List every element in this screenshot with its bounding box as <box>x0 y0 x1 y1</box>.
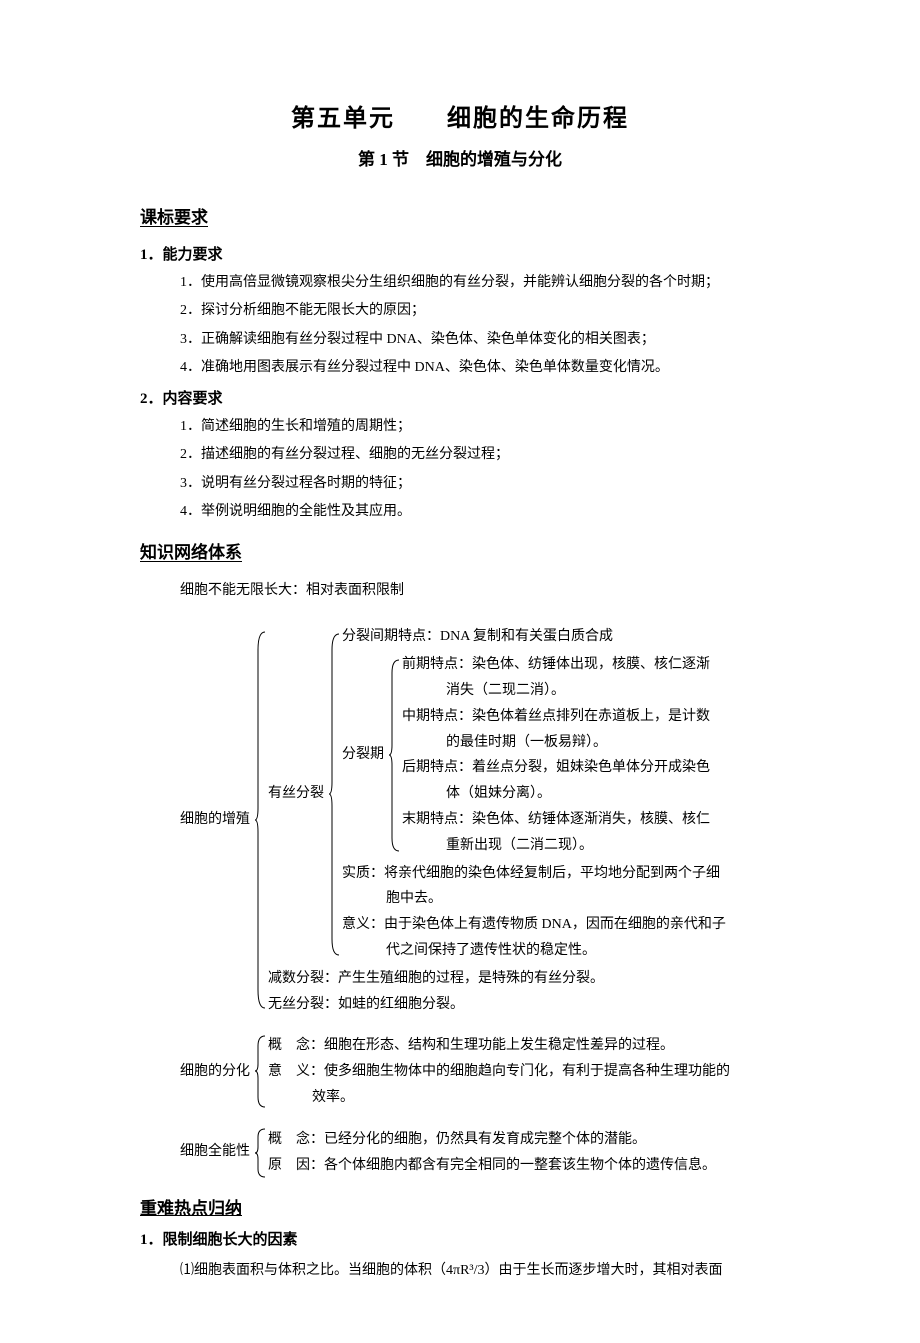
subheading-content: 2．内容要求 <box>140 387 780 411</box>
leaf-toti-concept: 概 念：已经分化的细胞，仍然具有发育成完整个体的潜能。 <box>268 1127 780 1153</box>
leaf-anaphase-cont: 体（姐妹分离）。 <box>402 781 780 807</box>
leaf-essence-cont: 胞中去。 <box>342 886 780 912</box>
leaf-diff-sig: 意 义：使多细胞生物体中的细胞趋向专门化，有利于提高各种生理功能的 <box>268 1059 780 1085</box>
content-item: 4．举例说明细胞的全能性及其应用。 <box>180 500 780 525</box>
intro-line: 细胞不能无限长大：相对表面积限制 <box>180 580 780 602</box>
heading-kebiao: 课标要求 <box>140 204 208 231</box>
ability-item: 4．准确地用图表展示有丝分裂过程中 DNA、染色体、染色单体数量变化情况。 <box>180 356 780 381</box>
leaf-prophase: 前期特点：染色体、纺锤体出现，核膜、核仁逐渐 <box>402 652 780 678</box>
leaf-telophase: 末期特点：染色体、纺锤体逐渐消失，核膜、核仁 <box>402 807 780 833</box>
content-item: 3．说明有丝分裂过程各时期的特征； <box>180 472 780 497</box>
leaf-diff-concept: 概 念：细胞在形态、结构和生理功能上发生稳定性差异的过程。 <box>268 1033 780 1059</box>
content-item: 1．简述细胞的生长和增殖的周期性； <box>180 415 780 440</box>
leaf-diff-sig-cont: 效率。 <box>268 1085 780 1111</box>
leaf-significance-cont: 代之间保持了遗传性状的稳定性。 <box>342 938 780 964</box>
leaf-amitosis: 无丝分裂：如蛙的红细胞分裂。 <box>268 992 780 1018</box>
leaf-prophase-cont: 消失（二现二消）。 <box>402 678 780 704</box>
tree-proliferation: 细胞的增殖 有丝分裂 分裂间期特点：DNA 复制和有关蛋白质合成 分裂期 <box>180 622 780 1017</box>
label-mitosis: 有丝分裂 <box>268 624 326 963</box>
label-proliferation: 细胞的增殖 <box>180 622 252 1017</box>
label-phase: 分裂期 <box>342 652 386 858</box>
leaf-essence: 实质：将亲代细胞的染色体经复制后，平均地分配到两个子细 <box>342 861 780 887</box>
label-totipotency: 细胞全能性 <box>180 1127 252 1179</box>
leaf-interphase: 分裂间期特点：DNA 复制和有关蛋白质合成 <box>342 624 780 650</box>
leaf-metaphase: 中期特点：染色体着丝点排列在赤道板上，是计数 <box>402 704 780 730</box>
brace-icon <box>326 624 342 963</box>
unit-title: 第五单元 细胞的生命历程 <box>140 100 780 138</box>
brace-icon <box>252 1127 268 1179</box>
heading-difficult: 重难热点归纳 <box>140 1195 780 1222</box>
brace-icon <box>386 652 402 858</box>
subheading-ability: 1．能力要求 <box>140 243 780 267</box>
ability-item: 2．探讨分析细胞不能无限长大的原因； <box>180 299 780 324</box>
tree-totipotency: 细胞全能性 概 念：已经分化的细胞，仍然具有发育成完整个体的潜能。 原 因：各个… <box>180 1127 780 1179</box>
final-paragraph: ⑴细胞表面积与体积之比。当细胞的体积（4πR³/3）由于生长而逐步增大时，其相对… <box>180 1258 780 1283</box>
content-item: 2．描述细胞的有丝分裂过程、细胞的无丝分裂过程； <box>180 443 780 468</box>
subheading-factor: 1．限制细胞长大的因素 <box>140 1228 780 1252</box>
ability-item: 3．正确解读细胞有丝分裂过程中 DNA、染色体、染色单体变化的相关图表； <box>180 328 780 353</box>
heading-network: 知识网络体系 <box>140 539 242 566</box>
leaf-telophase-cont: 重新出现（二消二现）。 <box>402 833 780 859</box>
tree-differentiation: 细胞的分化 概 念：细胞在形态、结构和生理功能上发生稳定性差异的过程。 意 义：… <box>180 1033 780 1110</box>
label-differentiation: 细胞的分化 <box>180 1033 252 1110</box>
brace-icon <box>252 1033 268 1110</box>
section-title: 第 1 节 细胞的增殖与分化 <box>140 146 780 173</box>
leaf-significance: 意义：由于染色体上有遗传物质 DNA，因而在细胞的亲代和子 <box>342 912 780 938</box>
brace-icon <box>252 622 268 1017</box>
leaf-anaphase: 后期特点：着丝点分裂，姐妹染色单体分开成染色 <box>402 755 780 781</box>
leaf-meiosis: 减数分裂：产生生殖细胞的过程，是特殊的有丝分裂。 <box>268 966 780 992</box>
ability-item: 1．使用高倍显微镜观察根尖分生组织细胞的有丝分裂，并能辨认细胞分裂的各个时期； <box>180 271 780 296</box>
leaf-toti-reason: 原 因：各个体细胞内都含有完全相同的一整套该生物个体的遗传信息。 <box>268 1153 780 1179</box>
leaf-metaphase-cont: 的最佳时期（一板易辩）。 <box>402 730 780 756</box>
